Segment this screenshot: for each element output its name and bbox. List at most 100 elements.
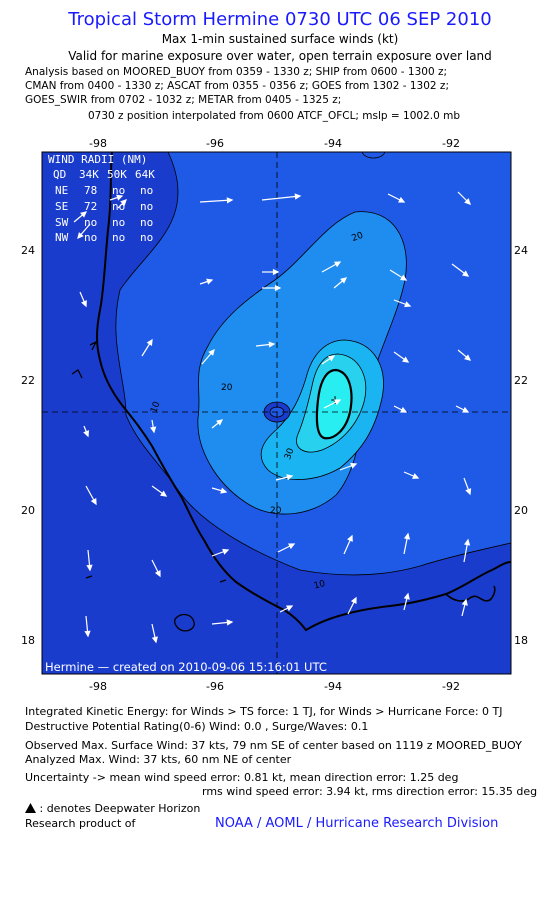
wind-arrow-head bbox=[334, 261, 342, 268]
contour-top-edge bbox=[361, 152, 386, 159]
map-footer-created: Hermine — created on 2010-09-06 15:16:01… bbox=[45, 660, 327, 674]
coastline-lagoon bbox=[174, 613, 195, 632]
wind-arrow-head bbox=[206, 278, 214, 285]
wind-radii-sw-quadrant: SW bbox=[55, 216, 69, 229]
wind-arrow-head bbox=[150, 426, 157, 434]
lat-tick-right-18: 18 bbox=[514, 634, 528, 647]
uncertainty-line-2: rms wind speed error: 3.94 kt, rms direc… bbox=[202, 785, 538, 798]
wind-arrow-head bbox=[216, 419, 224, 426]
wind-radii-sw-64k: no bbox=[140, 216, 153, 229]
contour-label-20-top: 20 bbox=[351, 231, 365, 244]
wind-arrow-head bbox=[80, 211, 88, 218]
wind-radii-ne-34k: 78 bbox=[84, 184, 97, 197]
wind-analysis-map: -98 -96 -94 -92 -98 -96 -94 -92 24 22 20… bbox=[21, 137, 528, 693]
analyzed-max-line: Analyzed Max. Wind: 37 kts, 60 nm NE of … bbox=[25, 753, 292, 766]
analysis-sources-line-1: Analysis based on MOORED_BUOY from 0359 … bbox=[25, 66, 448, 78]
wind-arrow-head bbox=[83, 430, 90, 438]
wind-radii-header-qd: QD bbox=[53, 168, 66, 181]
wind-arrow-head bbox=[398, 196, 406, 203]
wind-arrow-head bbox=[347, 534, 353, 542]
wind-arrow-head bbox=[334, 399, 342, 406]
wind-arrow-head bbox=[294, 193, 302, 200]
wind-radii-table: WIND RADII (NM) QD 34K 50K 64K NE 78 no … bbox=[48, 153, 155, 244]
noaa-aoml-hrd-link[interactable]: NOAA / AOML / Hurricane Research Divisio… bbox=[215, 816, 499, 831]
wind-arrow-head bbox=[116, 194, 124, 201]
wind-arrow-head bbox=[403, 532, 411, 540]
lat-tick-left-20: 20 bbox=[21, 504, 35, 517]
wind-radii-nw-50k: no bbox=[112, 231, 125, 244]
wind-radii-ne-quadrant: NE bbox=[55, 184, 68, 197]
lat-tick-left-24: 24 bbox=[21, 244, 35, 257]
lat-tick-right-24: 24 bbox=[514, 244, 528, 257]
analysis-sources-line-2: CMAN from 0400 - 1330 z; ASCAT from 0355… bbox=[25, 80, 449, 92]
wind-arrow-head bbox=[77, 232, 84, 240]
contour-label-10-left: 10 bbox=[149, 400, 162, 414]
wind-radii-sw-50k: no bbox=[112, 216, 125, 229]
wind-arrow-head bbox=[84, 630, 91, 638]
wind-arrow-head bbox=[146, 338, 153, 346]
ike-line: Integrated Kinetic Energy: for Winds > T… bbox=[25, 705, 503, 718]
wind-arrow-head bbox=[286, 605, 294, 612]
wind-arrow-head bbox=[400, 274, 408, 281]
coastline bbox=[96, 152, 511, 632]
wind-arrow bbox=[261, 195, 301, 201]
wind-arrow-head bbox=[340, 277, 348, 284]
wind-radii-ne-50k: no bbox=[112, 184, 125, 197]
wind-arrow-head bbox=[350, 596, 357, 604]
lon-tick-bottom-96: -96 bbox=[206, 680, 224, 693]
wind-arrow-head bbox=[464, 354, 472, 361]
wind-arrow-head bbox=[402, 356, 410, 363]
wind-radii-header-34k: 34K bbox=[79, 168, 99, 181]
wind-radii-se-50k: no bbox=[112, 200, 125, 213]
wind-arrow-head bbox=[403, 592, 410, 600]
coastline-gulf-islands bbox=[445, 585, 496, 602]
wind-arrow-head bbox=[81, 300, 87, 308]
wind-arrow-head bbox=[412, 473, 420, 479]
contour-label-20-left: 20 bbox=[221, 383, 233, 393]
wind-arrow-head bbox=[286, 474, 294, 481]
wind-arrow-head bbox=[464, 538, 471, 546]
wind-arrow-head bbox=[465, 488, 472, 496]
contour-label-20-bottom: 20 bbox=[270, 506, 282, 516]
lon-tick-top-92: -92 bbox=[442, 137, 460, 150]
deepwater-legend: : denotes Deepwater Horizon bbox=[25, 802, 200, 815]
research-product-label: Research product of bbox=[25, 817, 136, 830]
dpr-line: Destructive Potential Rating(0-6) Wind: … bbox=[25, 720, 369, 733]
wind-arrow-head bbox=[272, 268, 280, 276]
position-line: 0730 z position interpolated from 0600 A… bbox=[88, 110, 461, 122]
lon-tick-bottom-92: -92 bbox=[442, 680, 460, 693]
wind-arrow-head bbox=[208, 348, 215, 356]
lat-tick-left-22: 22 bbox=[21, 374, 35, 387]
wind-core-max bbox=[315, 368, 353, 440]
wind-radii-header-50k: 50K bbox=[107, 168, 127, 181]
lat-tick-right-20: 20 bbox=[514, 504, 528, 517]
wind-arrow-head bbox=[462, 270, 470, 277]
lat-tick-right-22: 22 bbox=[514, 374, 528, 387]
wind-arrow-head bbox=[461, 598, 468, 606]
wind-arrow-head bbox=[464, 198, 471, 205]
analysis-sources-line-3: GOES_SWIR from 0702 - 1032 z; METAR from… bbox=[25, 94, 342, 106]
wind-radii-nw-64k: no bbox=[140, 231, 153, 244]
map-subtitle-winds: Max 1-min sustained surface winds (kt) bbox=[161, 32, 399, 46]
contour-label-30: 30 bbox=[283, 447, 296, 461]
lat-tick-left-18: 18 bbox=[21, 634, 35, 647]
lon-tick-top-96: -96 bbox=[206, 137, 224, 150]
wind-arrow-head bbox=[268, 341, 276, 348]
wind-arrow-head bbox=[350, 462, 358, 469]
wind-arrow-head bbox=[462, 406, 470, 413]
wind-radii-se-34k: 72 bbox=[84, 200, 97, 213]
wind-arrow-head bbox=[222, 548, 230, 555]
map-subtitle-exposure: Valid for marine exposure over water, op… bbox=[68, 49, 492, 63]
wind-radii-nw-quadrant: NW bbox=[55, 231, 69, 244]
wind-arrow-head bbox=[160, 490, 168, 497]
deepwater-triangle-icon bbox=[25, 803, 36, 813]
wind-radii-header-64k: 64K bbox=[135, 168, 155, 181]
wind-arrow-head bbox=[328, 355, 336, 362]
wind-arrow-head bbox=[120, 199, 127, 206]
wind-arrow bbox=[199, 199, 233, 203]
wind-arrow-head bbox=[226, 197, 234, 204]
lon-tick-top-98: -98 bbox=[89, 137, 107, 150]
wind-arrow-head bbox=[90, 498, 97, 506]
lon-tick-bottom-98: -98 bbox=[89, 680, 107, 693]
wind-arrow-head bbox=[274, 284, 282, 292]
